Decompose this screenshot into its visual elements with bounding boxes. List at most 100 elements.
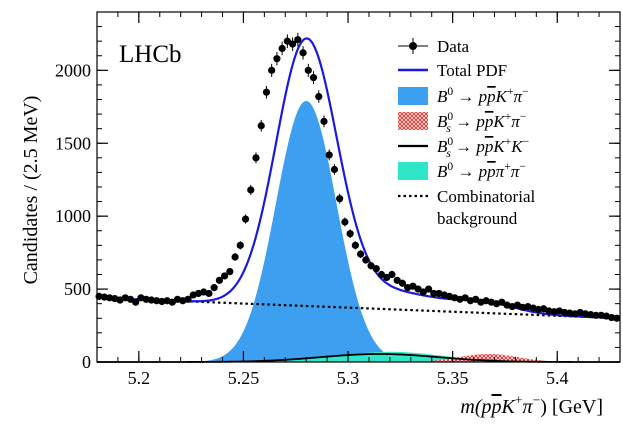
data-point <box>247 186 255 194</box>
x-tick-label: 5.25 <box>228 368 260 388</box>
data-point <box>304 66 312 74</box>
data-point <box>461 294 469 302</box>
data-point <box>320 117 328 125</box>
data-point <box>356 250 365 258</box>
text-segment: p <box>484 112 494 131</box>
text-segment: B <box>437 137 448 156</box>
text-segment: ) [GeV] <box>540 396 603 418</box>
text-segment: p <box>478 162 488 181</box>
data-point <box>351 241 359 249</box>
data-point <box>262 88 271 96</box>
data-point <box>221 272 229 280</box>
data-point <box>132 298 140 306</box>
text-segment: 0 <box>447 85 453 98</box>
data-point <box>377 270 386 279</box>
data-point <box>383 273 391 282</box>
text-segment: − <box>520 110 527 123</box>
text-segment: p <box>475 137 485 156</box>
text-segment: B <box>437 112 448 131</box>
x-tick-label: 5.3 <box>337 368 360 388</box>
total-pdf-line <box>96 37 621 320</box>
data-point <box>592 311 600 319</box>
text-segment: + <box>515 393 523 408</box>
text-segment: π <box>523 396 534 418</box>
legend-b0-ppkpi-swatch <box>398 87 428 105</box>
text-segment: m(p <box>460 396 491 418</box>
data-point <box>236 241 244 249</box>
legend-data-marker <box>409 42 417 50</box>
data-point <box>252 154 260 162</box>
data-point <box>472 295 480 303</box>
text-segment: − <box>522 85 529 98</box>
data-point <box>268 66 276 74</box>
combinatorial-line <box>96 296 621 320</box>
y-tick-label: 0 <box>82 352 91 372</box>
data-point <box>388 270 396 279</box>
text-segment: p <box>484 137 494 156</box>
text-segment: → <box>453 162 479 181</box>
text-segment: 0 <box>447 160 453 173</box>
data-point <box>424 285 433 293</box>
text-segment: p <box>486 162 496 181</box>
legend-label: B0 s → ppK+K− <box>437 135 529 160</box>
data-point <box>398 279 407 287</box>
text-segment: K <box>495 87 509 106</box>
data-point <box>215 276 223 284</box>
data-point <box>367 262 375 270</box>
x-tick-label: 5.35 <box>437 368 469 388</box>
legend-label-line2: background <box>437 209 518 228</box>
text-segment: → <box>451 112 477 131</box>
experiment-label: LHCb <box>119 41 182 68</box>
data-point <box>283 37 291 45</box>
text-segment: π <box>511 162 520 181</box>
text-segment: p <box>475 112 485 131</box>
data-point <box>273 55 281 63</box>
text-segment: Total PDF <box>437 61 507 80</box>
data-point <box>241 215 250 223</box>
text-segment: 0 <box>447 110 453 123</box>
data-point <box>393 276 401 284</box>
y-tick-label: 2000 <box>55 60 91 80</box>
legend-label: Data <box>437 37 470 56</box>
text-segment: p <box>490 396 502 418</box>
data-point <box>362 256 370 264</box>
b0-pppipi-area <box>97 351 620 362</box>
text-subscript: s <box>446 122 451 135</box>
data-point <box>346 230 354 238</box>
x-tick-label: 5.4 <box>546 368 569 388</box>
data-point <box>414 285 422 293</box>
text-segment: + <box>507 85 514 98</box>
axes: 5.2 5.25 5.3 5.35 5.4 0 500 1000 1500 2000 <box>55 11 621 388</box>
text-segment: 0 <box>447 135 453 148</box>
text-subscript: s <box>446 147 451 160</box>
data-point <box>330 165 339 174</box>
legend-label: Total PDF <box>437 61 507 80</box>
data-point <box>210 284 218 292</box>
data-point <box>309 74 318 82</box>
data-point <box>299 49 307 57</box>
data-point <box>257 122 265 130</box>
legend-bs-ppkpi-swatch <box>398 112 428 130</box>
data-point <box>226 267 234 276</box>
data-point <box>419 288 427 296</box>
text-segment: B <box>437 87 448 106</box>
legend-label: B0 → ppπ+π− <box>437 160 526 181</box>
x-tick-label: 5.2 <box>128 368 151 388</box>
data-point <box>294 36 302 44</box>
data-point <box>168 298 176 306</box>
data-point <box>184 295 192 303</box>
data-point <box>372 265 380 273</box>
data-point <box>205 289 213 298</box>
y-tick-label: 1000 <box>55 206 91 226</box>
text-segment: Data <box>437 37 470 56</box>
data-point <box>341 218 349 226</box>
legend-label: B0 → ppK+π− <box>437 85 529 106</box>
data-points <box>95 32 621 322</box>
text-segment: − <box>533 393 541 408</box>
text-segment: π <box>511 112 520 131</box>
data-point <box>325 151 333 159</box>
data-point <box>126 295 135 303</box>
data-point <box>430 289 438 298</box>
data-point <box>289 40 297 48</box>
text-segment: → <box>453 87 479 106</box>
